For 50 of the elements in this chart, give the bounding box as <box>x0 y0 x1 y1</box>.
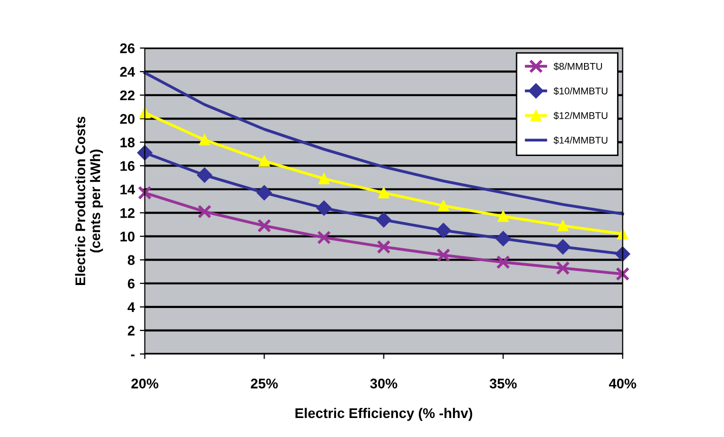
point <box>256 185 272 200</box>
point <box>258 155 270 167</box>
legend-label: $10/MMBTU <box>554 87 608 95</box>
y-tick-label: 24 <box>120 66 136 77</box>
point <box>198 204 212 219</box>
point <box>196 168 212 183</box>
y-tick-label: 18 <box>120 138 135 148</box>
y-tick-label: 8 <box>128 255 135 266</box>
y-tick-label: 16 <box>120 161 135 171</box>
y-tick-label: 26 <box>120 43 135 54</box>
point <box>316 200 332 216</box>
point <box>436 248 450 262</box>
x-tick-label: 30% <box>370 378 398 388</box>
y-tick-label: 20 <box>120 114 135 124</box>
point <box>436 222 452 238</box>
point <box>317 230 331 244</box>
point <box>257 218 272 233</box>
y-tick-label: 14 <box>120 184 136 194</box>
point <box>198 134 210 146</box>
x-axis-title: Electric Efficiency (% -hhv) <box>296 408 472 421</box>
y-tick-label: - <box>130 354 135 356</box>
point <box>376 240 391 254</box>
point <box>498 210 509 222</box>
point <box>616 267 630 281</box>
point <box>555 239 570 254</box>
y-tick-label: 4 <box>128 302 136 312</box>
x-tick-label: 25% <box>250 378 278 388</box>
point <box>438 200 450 212</box>
point <box>378 187 390 198</box>
point <box>138 186 152 200</box>
line-series <box>143 71 624 216</box>
y-axis-title: Electric Production Costs (cents per kWh) <box>75 116 103 285</box>
legend-label: $8/MMBTU <box>554 62 602 70</box>
point <box>376 212 392 228</box>
y-tick-label: 12 <box>120 208 135 218</box>
legend-label: $12/MMBTU <box>554 112 608 120</box>
y-tick-label: 10 <box>120 232 135 242</box>
point <box>496 231 511 246</box>
y-tick-label: 6 <box>128 278 135 289</box>
point <box>557 220 568 232</box>
y-tick-label: 2 <box>128 326 135 336</box>
point <box>556 261 570 276</box>
x-tick-label: 40% <box>608 378 636 388</box>
point <box>496 255 510 270</box>
point <box>318 173 330 184</box>
x-tick-label: 20% <box>131 378 158 388</box>
y-tick-label: 22 <box>120 90 135 100</box>
x-tick-label: 35% <box>490 378 517 388</box>
legend-label: $14/MMBTU <box>554 136 608 144</box>
point <box>615 246 630 262</box>
